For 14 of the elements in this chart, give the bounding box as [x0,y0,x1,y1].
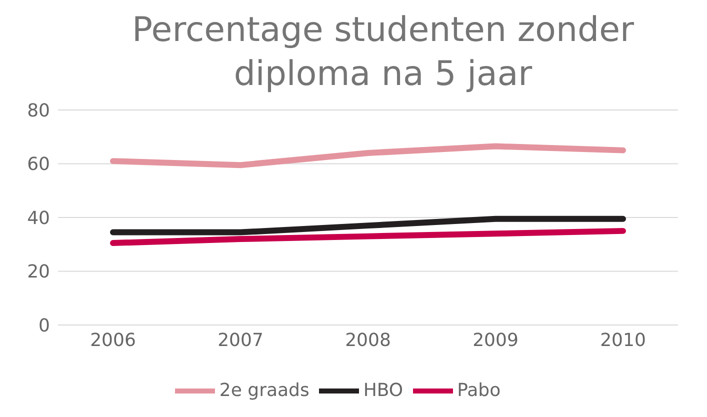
y-tick-label: 60 [27,154,50,176]
x-tick-label: 2006 [90,330,136,351]
x-tick-label: 2009 [472,330,518,351]
legend-label: Pabo [457,380,501,401]
y-tick-label: 0 [38,315,50,336]
y-tick-label: 40 [27,208,50,229]
x-tick-label: 2007 [218,330,264,351]
y-tick-label: 20 [27,262,50,283]
chart-title: Percentage studenten zonder diploma na 5 jaar [131,9,635,96]
legend-label: 2e graads [219,380,310,401]
x-tick-label: 2010 [600,330,646,351]
x-tick-label: 2008 [345,330,391,351]
y-tick-label: 80 [27,100,50,122]
legend-label: HBO [363,380,404,401]
